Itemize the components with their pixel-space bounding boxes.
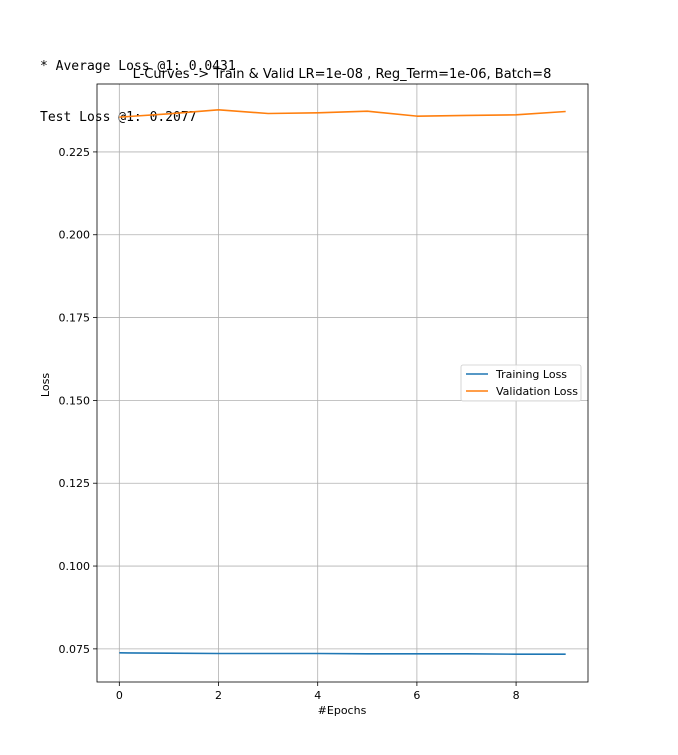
average-loss-line: * Average Loss @1: 0.0431 <box>40 59 236 74</box>
x-tick-label: 0 <box>116 689 123 702</box>
y-tick-label: 0.075 <box>59 643 91 656</box>
x-tick-label: 6 <box>413 689 420 702</box>
chart-title: L-Curves -> Train & Valid LR=1e-08 , Reg… <box>133 67 552 82</box>
legend: Training Loss Validation Loss <box>460 364 582 402</box>
series-lines <box>119 109 566 655</box>
x-tick-label: 8 <box>513 689 520 702</box>
training-loss-line <box>119 652 566 655</box>
x-tick-label: 2 <box>215 689 222 702</box>
y-tick-label: 0.175 <box>59 312 91 325</box>
y-axis-label: Loss <box>39 373 52 397</box>
x-tick-label: 4 <box>314 689 321 702</box>
y-tick-label: 0.225 <box>59 146 91 159</box>
y-tick-label: 0.200 <box>59 229 91 242</box>
axis-ticks: 0 2 4 6 8 0.075 0.100 0.125 0.150 0.175 0.200 0.225 <box>59 146 520 702</box>
legend-frame <box>460 364 582 402</box>
y-tick-label: 0.150 <box>59 394 91 407</box>
legend-label-training: Training Loss <box>495 368 567 381</box>
plot-frame <box>96 83 589 683</box>
x-axis-label: #Epochs <box>318 704 367 717</box>
y-tick-label: 0.125 <box>59 477 91 490</box>
y-tick-label: 0.100 <box>59 560 91 573</box>
loss-chart: L-Curves -> Train & Valid LR=1e-08 , Reg… <box>39 67 589 717</box>
legend-label-validation: Validation Loss <box>496 385 578 398</box>
validation-loss-line <box>119 109 566 118</box>
